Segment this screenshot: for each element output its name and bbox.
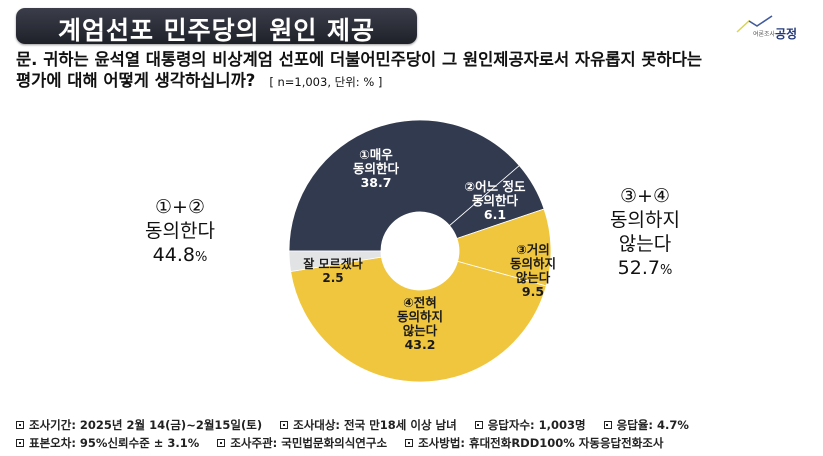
footer-text: 응답자수: 1,003명 bbox=[487, 418, 586, 432]
slice-strongly-disagree bbox=[290, 256, 547, 383]
survey-footer: 조사기간: 2025년 2월 14(금)~2월15일(토) 조사대상: 전국 만… bbox=[16, 416, 816, 452]
footer-item: 조사주관: 국민법문화의식연구소 bbox=[217, 436, 387, 450]
square-bullet-icon bbox=[217, 439, 226, 447]
title-banner: 계엄선포 민주당의 원인 제공 bbox=[16, 8, 417, 45]
agree-summary: ①+② 동의한다 44.8% bbox=[130, 195, 230, 270]
square-bullet-icon bbox=[16, 421, 24, 429]
label-value: 38.7 bbox=[360, 175, 392, 190]
label-line: 동의한다 bbox=[352, 161, 399, 176]
footer-text: 조사방법: 휴대전화RDD100% 자동응답전화조사 bbox=[418, 436, 664, 450]
square-bullet-icon bbox=[280, 421, 289, 429]
footer-text: 표본오차: 95%신뢰수준 ± 3.1% bbox=[29, 436, 200, 450]
agree-number: 44.8 bbox=[152, 244, 195, 266]
footer-item: 응답자수: 1,003명 bbox=[474, 418, 586, 432]
footer-item: 조사방법: 휴대전화RDD100% 자동응답전화조사 bbox=[405, 436, 663, 450]
disagree-value: 52.7% bbox=[590, 256, 700, 283]
footer-text: 조사기간: 2025년 2월 14(금)~2월15일(토) bbox=[29, 418, 263, 432]
agree-combo: ①+② bbox=[155, 196, 205, 218]
disagree-summary: ③+④ 동의하지 않는다 52.7% bbox=[590, 184, 700, 283]
agree-label: 동의한다 bbox=[145, 220, 215, 242]
disagree-unit: % bbox=[659, 263, 673, 278]
label-value: 43.2 bbox=[404, 337, 436, 352]
slice-dont-know bbox=[288, 250, 382, 272]
logo-subtext: 여론조사 bbox=[753, 31, 776, 38]
footer-row-2: 표본오차: 95%신뢰수준 ± 3.1% 조사주관: 국민법문화의식연구소 조사… bbox=[16, 434, 816, 452]
footer-row-1: 조사기간: 2025년 2월 14(금)~2월15일(토) 조사대상: 전국 만… bbox=[16, 416, 816, 434]
footer-item: 조사기간: 2025년 2월 14(금)~2월15일(토) bbox=[16, 418, 262, 432]
logo-name: 공정 bbox=[775, 27, 798, 41]
label-line: ①매우 bbox=[359, 147, 393, 162]
disagree-number: 52.7 bbox=[617, 257, 660, 279]
slice-strongly-agree bbox=[288, 119, 520, 252]
label-value: 6.1 bbox=[483, 207, 507, 222]
donut-slices bbox=[288, 119, 552, 383]
question-line-1: 문. 귀하는 윤석열 대통령의 비상계엄 선포에 더불어민주당이 그 원인제공자… bbox=[16, 50, 703, 69]
label-line: ④전혀 bbox=[403, 295, 437, 310]
page-title: 계엄선포 민주당의 원인 제공 bbox=[57, 16, 376, 45]
label-line: 않는다 bbox=[515, 270, 551, 285]
slice-label-strongly-disagree: ④전혀 동의하지 않는다 43.2 bbox=[380, 296, 460, 352]
survey-question: 문. 귀하는 윤석열 대통령의 비상계엄 선포에 더불어민주당이 그 원인제공자… bbox=[16, 49, 816, 93]
footer-item: 표본오차: 95%신뢰수준 ± 3.1% bbox=[16, 436, 199, 450]
sample-meta: [ n=1,003, 단위: % ] bbox=[269, 75, 383, 89]
footer-item: 조사대상: 전국 만18세 이상 남녀 bbox=[280, 418, 457, 432]
footer-text: 응답율: 4.7% bbox=[616, 418, 689, 432]
label-line: 동의하지 bbox=[509, 256, 556, 271]
slice-label-somewhat-disagree: ③거의 동의하지 않는다 9.5 bbox=[498, 243, 568, 299]
label-line: 동의하지 bbox=[396, 309, 443, 324]
label-line: ③거의 bbox=[516, 242, 550, 257]
square-bullet-icon bbox=[603, 421, 612, 429]
slice-label-strongly-agree: ①매우 동의한다 38.7 bbox=[336, 148, 416, 190]
pollster-logo: 여론조사 공정 bbox=[735, 14, 810, 42]
disagree-combo: ③+④ bbox=[620, 185, 670, 207]
label-line: ②어느 정도 bbox=[464, 179, 526, 194]
slice-label-dont-know: 잘 모르겠다 2.5 bbox=[288, 257, 378, 285]
square-bullet-icon bbox=[474, 421, 483, 429]
slice-label-somewhat-agree: ②어느 정도 동의한다 6.1 bbox=[450, 180, 540, 222]
trend-line-icon bbox=[736, 15, 773, 33]
question-line-2: 평가에 대해 어떻게 생각하십니까? [ n=1,003, 단위: % ] bbox=[16, 70, 816, 93]
label-value: 2.5 bbox=[322, 271, 344, 285]
label-line: 동의한다 bbox=[471, 193, 518, 208]
agree-value: 44.8% bbox=[130, 243, 230, 270]
disagree-label-1: 동의하지 bbox=[610, 209, 680, 231]
footer-item: 응답율: 4.7% bbox=[603, 418, 689, 432]
label-line: 잘 모르겠다 bbox=[303, 257, 363, 271]
disagree-label-2: 않는다 bbox=[618, 233, 672, 255]
square-bullet-icon bbox=[405, 439, 414, 447]
label-value: 9.5 bbox=[521, 284, 545, 299]
question-line-2-text: 평가에 대해 어떻게 생각하십니까? bbox=[16, 71, 256, 90]
footer-text: 조사대상: 전국 만18세 이상 남녀 bbox=[293, 418, 457, 432]
footer-text: 조사주관: 국민법문화의식연구소 bbox=[230, 436, 388, 450]
square-bullet-icon bbox=[16, 439, 24, 447]
label-line: 않는다 bbox=[402, 323, 438, 338]
agree-unit: % bbox=[194, 250, 208, 265]
